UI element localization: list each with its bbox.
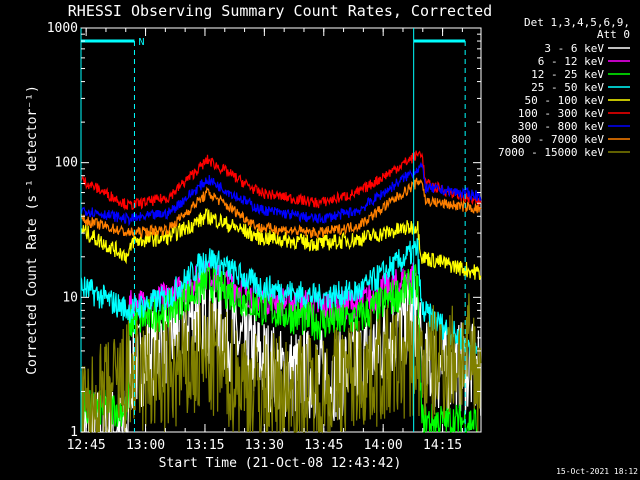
- x-tick-label: 13:15: [185, 438, 224, 453]
- x-tick-label: 14:00: [364, 438, 403, 453]
- annotation-layer: N: [80, 28, 466, 432]
- attenuator-marker: N: [138, 37, 144, 48]
- series-layer: [80, 150, 482, 435]
- legend-entry-label: 300 - 800 keV: [518, 120, 604, 133]
- series-line: [80, 177, 482, 239]
- legend-entry-label: 6 - 12 keV: [538, 55, 605, 68]
- footer-date: 15-Oct-2021 18:12: [556, 467, 638, 476]
- legend-entry-label: 800 - 7000 keV: [511, 133, 604, 146]
- legend-entry-label: 100 - 300 keV: [518, 107, 604, 120]
- legend-entry-label: 7000 - 15000 keV: [498, 146, 604, 159]
- x-tick-label: 14:15: [423, 438, 462, 453]
- legend-entry-label: 3 - 6 keV: [544, 42, 604, 55]
- y-axis-label: Corrected Count Rate (s⁻¹ detector⁻¹): [25, 85, 40, 375]
- x-tick-label: 13:30: [245, 438, 284, 453]
- series-line: [80, 238, 478, 363]
- x-tick-label: 13:45: [304, 438, 343, 453]
- chart-title: RHESSI Observing Summary Count Rates, Co…: [68, 2, 492, 20]
- legend-entry-label: 12 - 25 keV: [531, 68, 604, 81]
- legend-header-detectors: Det 1,3,4,5,6,9,: [524, 16, 630, 29]
- y-tick-label: 1: [70, 425, 78, 440]
- series-line: [80, 293, 482, 435]
- y-tick-label: 10: [62, 290, 78, 305]
- series-line: [80, 207, 482, 280]
- legend-entry-label: 50 - 100 keV: [525, 94, 605, 107]
- x-axis-label: Start Time (21-Oct-08 12:43:42): [159, 456, 402, 471]
- series-line: [80, 161, 482, 227]
- series-line: [80, 263, 478, 433]
- x-tick-label: 12:45: [67, 438, 106, 453]
- legend-header-attenuator: Att 0: [597, 28, 630, 41]
- y-axis: 1 10 100 1000: [47, 21, 481, 440]
- x-axis: 12:45 13:00 13:15 13:30 13:45 14:00 14:15: [67, 28, 463, 453]
- plot-area: N: [80, 27, 482, 435]
- x-tick-label: 13:00: [126, 438, 165, 453]
- legend-entry-label: 25 - 50 keV: [531, 81, 604, 94]
- y-tick-label: 1000: [47, 21, 78, 36]
- y-tick-label: 100: [55, 156, 78, 171]
- series-line: [80, 150, 482, 211]
